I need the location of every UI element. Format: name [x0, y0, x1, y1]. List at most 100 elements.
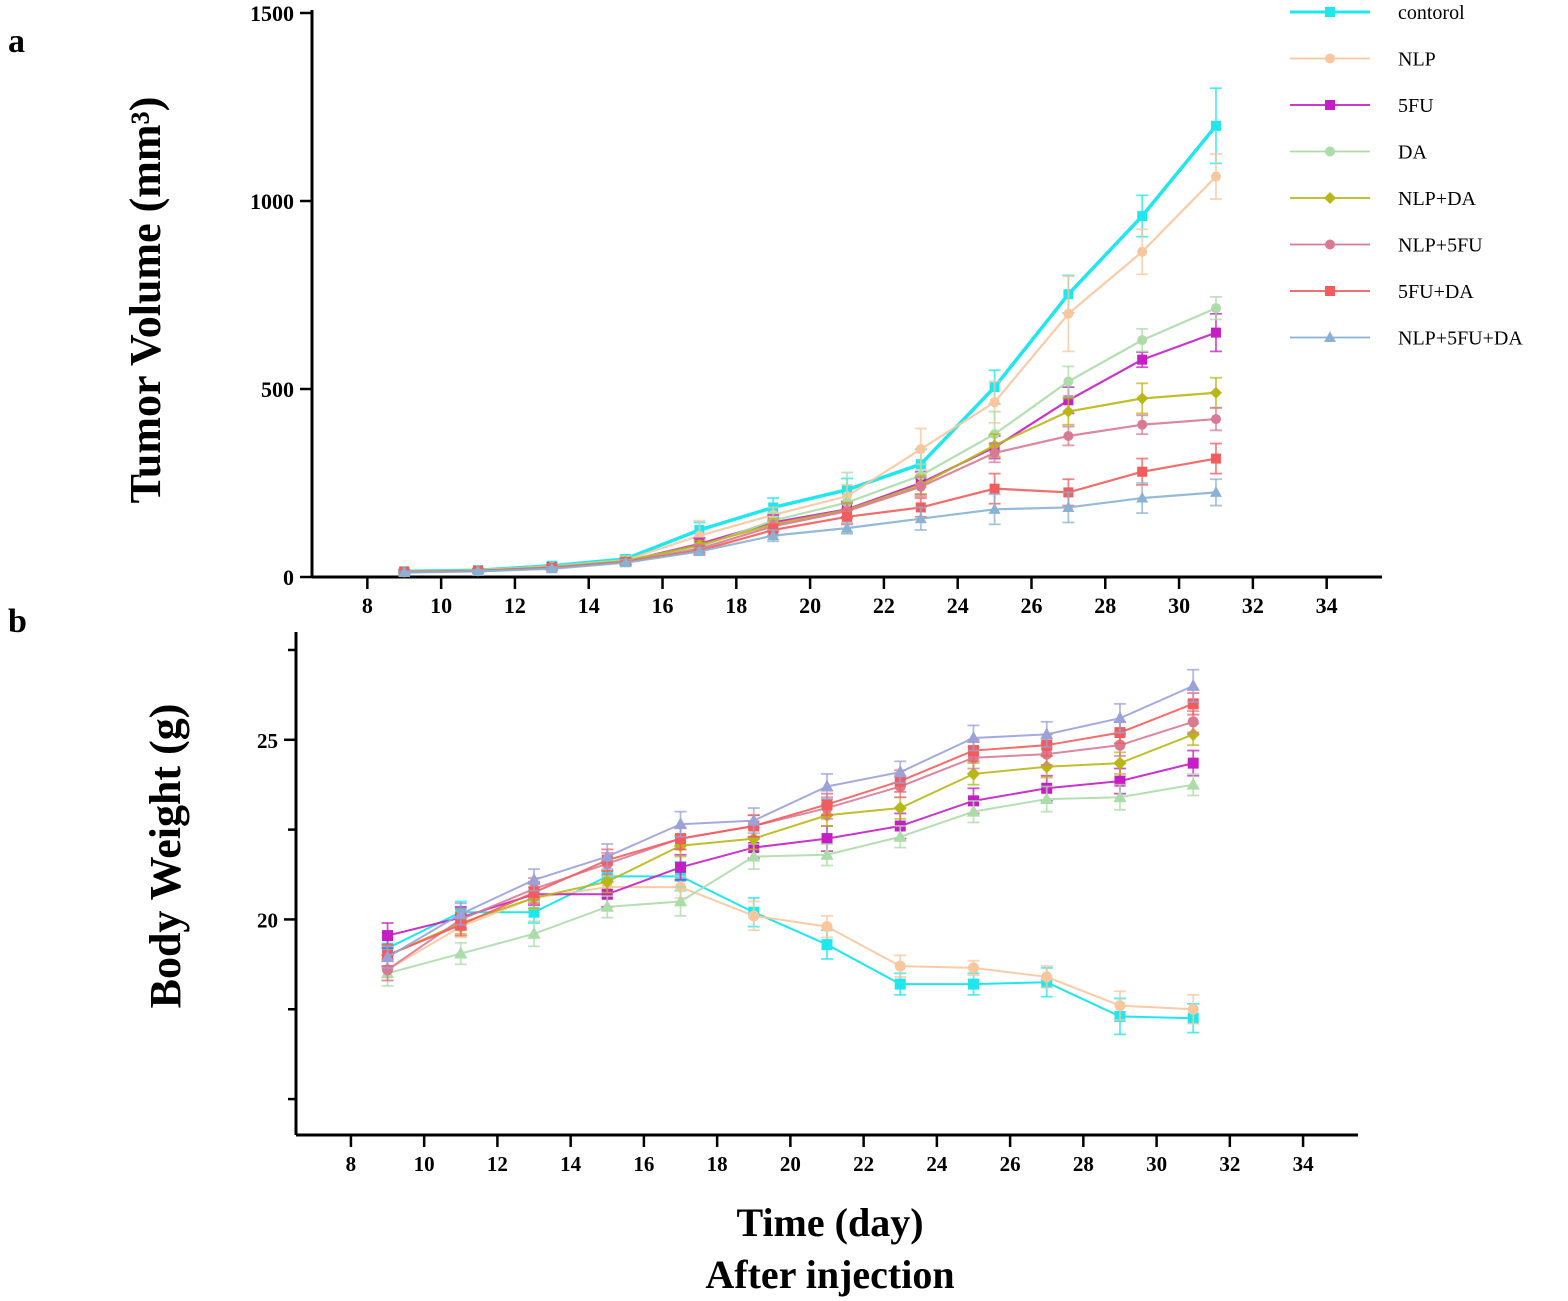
legend-item-nlp-plus-da: NLP+DA [1290, 188, 1477, 210]
data-point [1041, 971, 1053, 983]
series-line [387, 886, 1194, 1011]
legend-label: NLP+5FU+DA [1398, 328, 1523, 350]
data-point [1136, 392, 1149, 405]
x-tick-label: 10 [430, 593, 452, 618]
panel-label-b: b [8, 603, 27, 640]
data-point [1210, 171, 1221, 182]
data-point [472, 565, 485, 576]
legend-swatch-marker [1324, 192, 1336, 204]
x-tick-label: 20 [780, 1152, 801, 1176]
panel-b-y-label: Body Weight (g) [141, 704, 190, 1009]
panel-b-body-weight: b 8 10 12 14 16 18 20 22 24 26 28 30 32 34 20 25 Body W… [8, 603, 1358, 1176]
data-point [767, 529, 780, 541]
data-point [1137, 419, 1148, 430]
data-point [673, 817, 688, 830]
data-point [989, 483, 1000, 494]
data-point [1209, 386, 1222, 399]
data-point [1209, 486, 1222, 497]
series-nlp-plus-da [380, 722, 1200, 968]
data-point [1114, 775, 1126, 787]
data-point [1137, 335, 1148, 346]
data-point [528, 886, 540, 898]
data-point [914, 512, 927, 524]
x-tick-label: 20 [799, 593, 821, 618]
legend-label: 5FU [1398, 95, 1434, 117]
data-point [989, 447, 1000, 458]
data-point [748, 910, 760, 922]
data-point [673, 894, 688, 907]
x-tick-label: 12 [487, 1152, 508, 1176]
y-tick-label: 25 [257, 729, 278, 753]
data-point [1186, 727, 1200, 741]
data-point [600, 849, 614, 862]
data-point [894, 960, 906, 972]
data-point [820, 847, 834, 860]
series-5fu [381, 749, 1200, 950]
data-point [1040, 760, 1054, 774]
series-da [398, 295, 1222, 577]
data-point [528, 906, 540, 918]
x-tick-label: 26 [1020, 593, 1042, 618]
data-point [693, 545, 706, 556]
data-point [1137, 211, 1148, 222]
data-point [967, 962, 979, 974]
series-nlp-plus-da [398, 376, 1222, 578]
x-tick-label: 10 [414, 1152, 435, 1176]
data-point [1187, 1003, 1199, 1015]
series-line [387, 733, 1194, 957]
data-point [454, 946, 468, 959]
x-tick-label: 30 [1168, 593, 1190, 618]
legend-label: contorol [1398, 2, 1465, 24]
series-line [386, 720, 1194, 971]
data-point [600, 875, 614, 889]
data-point [988, 503, 1001, 514]
y-tick-label: 1500 [250, 1, 294, 26]
x-tick-label: 32 [1219, 1152, 1240, 1176]
data-point [382, 930, 394, 942]
x-tick-label: 16 [652, 593, 674, 618]
legend: contorol NLP 5FU DA NLP+DA NLP+5FU 5FU+DA NLP+5… [1290, 2, 1523, 350]
panel-a-tumor-volume: a 8 10 12 14 16 18 20 22 24 26 28 30 32 34 0 500 1000 150… [8, 1, 1523, 618]
y-tick-label: 500 [261, 377, 294, 402]
series-line [387, 762, 1194, 937]
data-point [893, 829, 907, 842]
series-line [387, 875, 1194, 1020]
data-point [966, 804, 981, 817]
legend-label: NLP+DA [1398, 188, 1477, 210]
data-point [915, 481, 926, 492]
series-nlp-plus-5fu [398, 406, 1222, 578]
x-tick-label: 32 [1242, 593, 1264, 618]
data-point [1113, 756, 1127, 770]
data-point [1210, 453, 1221, 464]
data-point [1063, 431, 1074, 441]
data-point [747, 831, 761, 846]
x-tick-label: 24 [926, 1152, 948, 1176]
data-point [821, 833, 833, 845]
x-tick-label: 14 [560, 1152, 582, 1176]
data-point [1210, 303, 1221, 314]
data-point [1137, 466, 1148, 477]
series-line [387, 702, 1194, 957]
x-tick-label: 16 [633, 1152, 654, 1176]
legend-swatch-marker [1325, 239, 1335, 250]
series-nlp [381, 875, 1200, 1025]
legend-swatch-marker [1324, 331, 1336, 342]
x-tick-label: 22 [873, 593, 895, 618]
data-point [1040, 792, 1054, 805]
x-tick-label: 24 [947, 593, 969, 618]
legend-label: 5FU+DA [1398, 281, 1474, 303]
data-point [527, 873, 541, 885]
data-point [675, 833, 687, 845]
data-point [747, 849, 761, 862]
y-tick-label: 20 [257, 908, 278, 932]
series-line [404, 491, 1217, 574]
data-point [454, 907, 468, 919]
data-point [1136, 491, 1149, 503]
data-point [398, 566, 411, 577]
data-point [1137, 246, 1148, 257]
data-point [915, 444, 926, 455]
data-point [893, 765, 907, 778]
data-point [1113, 711, 1127, 724]
data-point [619, 556, 632, 568]
